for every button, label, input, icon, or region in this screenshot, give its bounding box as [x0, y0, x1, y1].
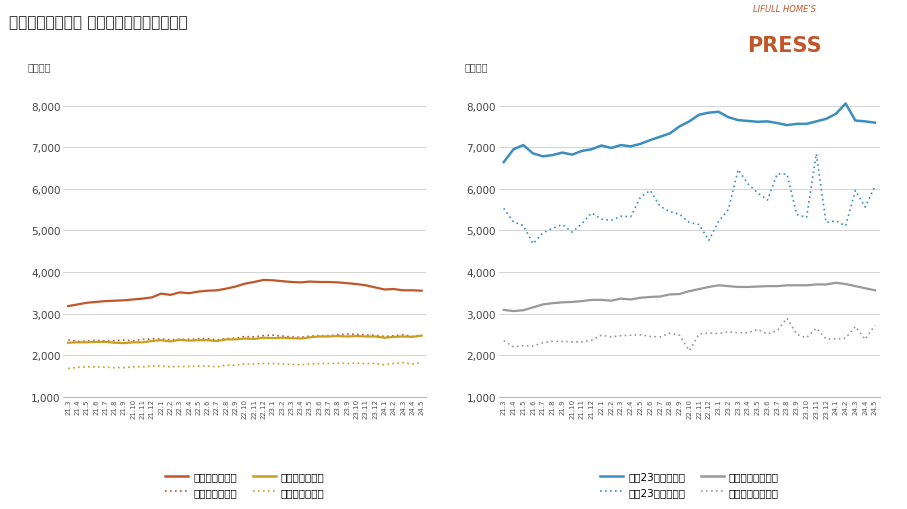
Legend: 首都圈（掛載）, 首都圈（反響）, 近畑圈（掛載）, 近畑圈（反響）: 首都圈（掛載）, 首都圈（反響）, 近畑圈（掛載）, 近畑圈（反響）: [165, 472, 325, 497]
Text: （万円）: （万円）: [27, 62, 51, 72]
Legend: 東京23区（掛載）, 東京23区（反響）, 東京市部（掛載）, 東京市部（反響）: 東京23区（掛載）, 東京23区（反響）, 東京市部（掛載）, 東京市部（反響）: [600, 472, 779, 497]
Text: LIFULL HOME'S: LIFULL HOME'S: [753, 5, 816, 14]
Text: （万円）: （万円）: [464, 62, 488, 72]
Text: 『中古一戸建て』 掛載価格・反響価格推移: 『中古一戸建て』 掛載価格・反響価格推移: [9, 15, 188, 30]
Text: PRESS: PRESS: [747, 36, 822, 55]
